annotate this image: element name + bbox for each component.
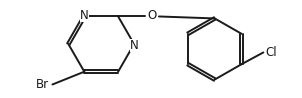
Text: Cl: Cl bbox=[265, 46, 277, 59]
Text: O: O bbox=[147, 9, 157, 22]
Text: N: N bbox=[80, 9, 89, 22]
Text: N: N bbox=[130, 39, 138, 52]
Text: Br: Br bbox=[36, 78, 50, 91]
